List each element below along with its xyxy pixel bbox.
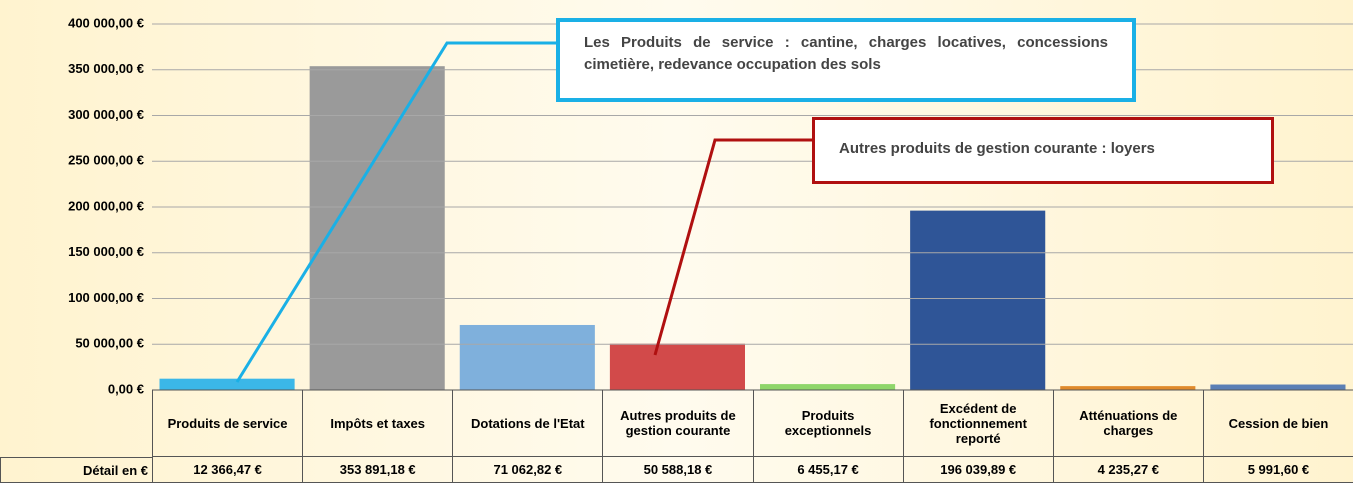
bar (609, 343, 745, 390)
value-label: 12 366,47 € (152, 457, 303, 483)
callout-connector (235, 41, 556, 383)
bar (760, 384, 896, 390)
bar (459, 324, 595, 390)
category-label: Autres produits de gestion courante (602, 390, 753, 457)
y-tick-label: 150 000,00 € (68, 244, 144, 259)
category-label: Atténuations de charges (1052, 390, 1203, 457)
row-label: Détail en € (0, 457, 152, 483)
bar (1210, 384, 1346, 390)
y-tick-label: 0,00 € (108, 381, 144, 396)
value-label: 71 062,82 € (452, 457, 603, 483)
y-tick-label: 350 000,00 € (68, 61, 144, 76)
annotation: Les Produits de service : cantine, charg… (556, 18, 1136, 102)
annotation: Autres produits de gestion courante : lo… (812, 117, 1274, 184)
y-tick-label: 100 000,00 € (68, 290, 144, 305)
y-tick-label: 200 000,00 € (68, 198, 144, 213)
y-tick-label: 400 000,00 € (68, 15, 144, 30)
category-label: Produits exceptionnels (752, 390, 903, 457)
value-label: 196 039,89 € (902, 457, 1053, 483)
value-label: 4 235,27 € (1052, 457, 1203, 483)
bar (910, 210, 1046, 390)
bar (159, 378, 295, 390)
value-label: 5 991,60 € (1202, 457, 1353, 483)
category-label: Excédent de fonctionnement reporté (902, 390, 1053, 457)
y-tick-label: 50 000,00 € (75, 336, 144, 351)
category-label: Produits de service (152, 390, 303, 457)
category-label: Cession de bien (1202, 390, 1353, 457)
y-tick-label: 250 000,00 € (68, 153, 144, 168)
value-label: 50 588,18 € (602, 457, 753, 483)
category-label: Dotations de l'Etat (452, 390, 603, 457)
value-label: 6 455,17 € (752, 457, 903, 483)
y-tick-label: 300 000,00 € (68, 107, 144, 122)
bar (309, 66, 445, 390)
category-label: Impôts et taxes (302, 390, 453, 457)
callout-connector (653, 138, 812, 356)
bar (1060, 386, 1196, 390)
value-label: 353 891,18 € (302, 457, 453, 483)
